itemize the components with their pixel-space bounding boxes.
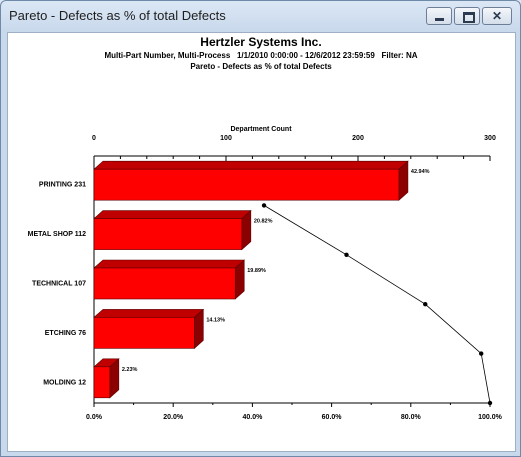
bar-top-face [93,210,252,219]
top-axis-tick-label: 100 [220,135,232,142]
chart-area: Hertzler Systems Inc. Multi-Part Number,… [7,32,516,452]
category-label: TECHNICAL 107 [32,281,86,288]
category-label: PRINTING 231 [39,182,86,189]
report-subtitle: Multi-Part Number, Multi-Process 1/1/201… [104,51,417,60]
minimize-icon [435,18,444,21]
cumulative-point [423,302,428,307]
cumulative-point [487,400,493,406]
bottom-axis-tick-label: 20.0% [163,414,184,421]
cumulative-point [261,203,267,208]
data-label: 20.82% [254,219,273,225]
bar [93,366,111,399]
bottom-axis-tick-label: 100.0% [478,414,503,421]
bar [93,317,195,349]
chart-layer: 0 100 200 300 0.0% 20.0% 40.0% 60.0% 80.0% 100.0%… [28,135,503,421]
data-label: 42.94% [411,169,430,175]
data-label: 14.13% [206,317,225,323]
window-title: Pareto - Defects as % of total Defects [9,8,226,23]
top-axis-tick-label: 0 [92,135,96,142]
bottom-axis-tick-label: 40.0% [242,414,263,421]
top-axis-tick-label: 300 [484,135,496,142]
close-button[interactable]: ✕ [482,7,512,25]
title-bar[interactable]: Pareto - Defects as % of total Defects ✕ [1,1,520,31]
company-title: Hertzler Systems Inc. [200,35,321,49]
maximize-button[interactable] [454,7,480,25]
bar-top-face [93,259,246,269]
pareto-chart: Hertzler Systems Inc. Multi-Part Number,… [28,35,503,421]
bar [93,218,243,250]
minimize-button[interactable] [426,7,452,25]
category-label: ETCHING 76 [45,330,86,337]
bar-top-face [93,160,409,170]
data-label: 2.23% [122,367,138,373]
cumulative-point [479,351,484,356]
cumulative-line [263,205,491,404]
bar [93,168,400,201]
bar [93,267,236,300]
data-label: 19.89% [247,268,266,274]
bottom-axis-tick-label: 80.0% [401,414,422,421]
close-icon: ✕ [491,9,503,23]
bottom-axis-tick-label: 60.0% [322,414,343,421]
bar-top-face [93,309,205,318]
chart-title: Pareto - Defects as % of total Defects [190,62,332,71]
cumulative-point [344,252,349,257]
category-label: MOLDING 12 [43,379,86,386]
maximize-icon [463,12,475,23]
bottom-axis-tick-label: 0.0% [86,414,103,421]
top-axis-label: Department Count [230,126,292,133]
category-label: METAL SHOP 112 [28,231,86,238]
top-axis-tick-label: 200 [352,135,364,142]
